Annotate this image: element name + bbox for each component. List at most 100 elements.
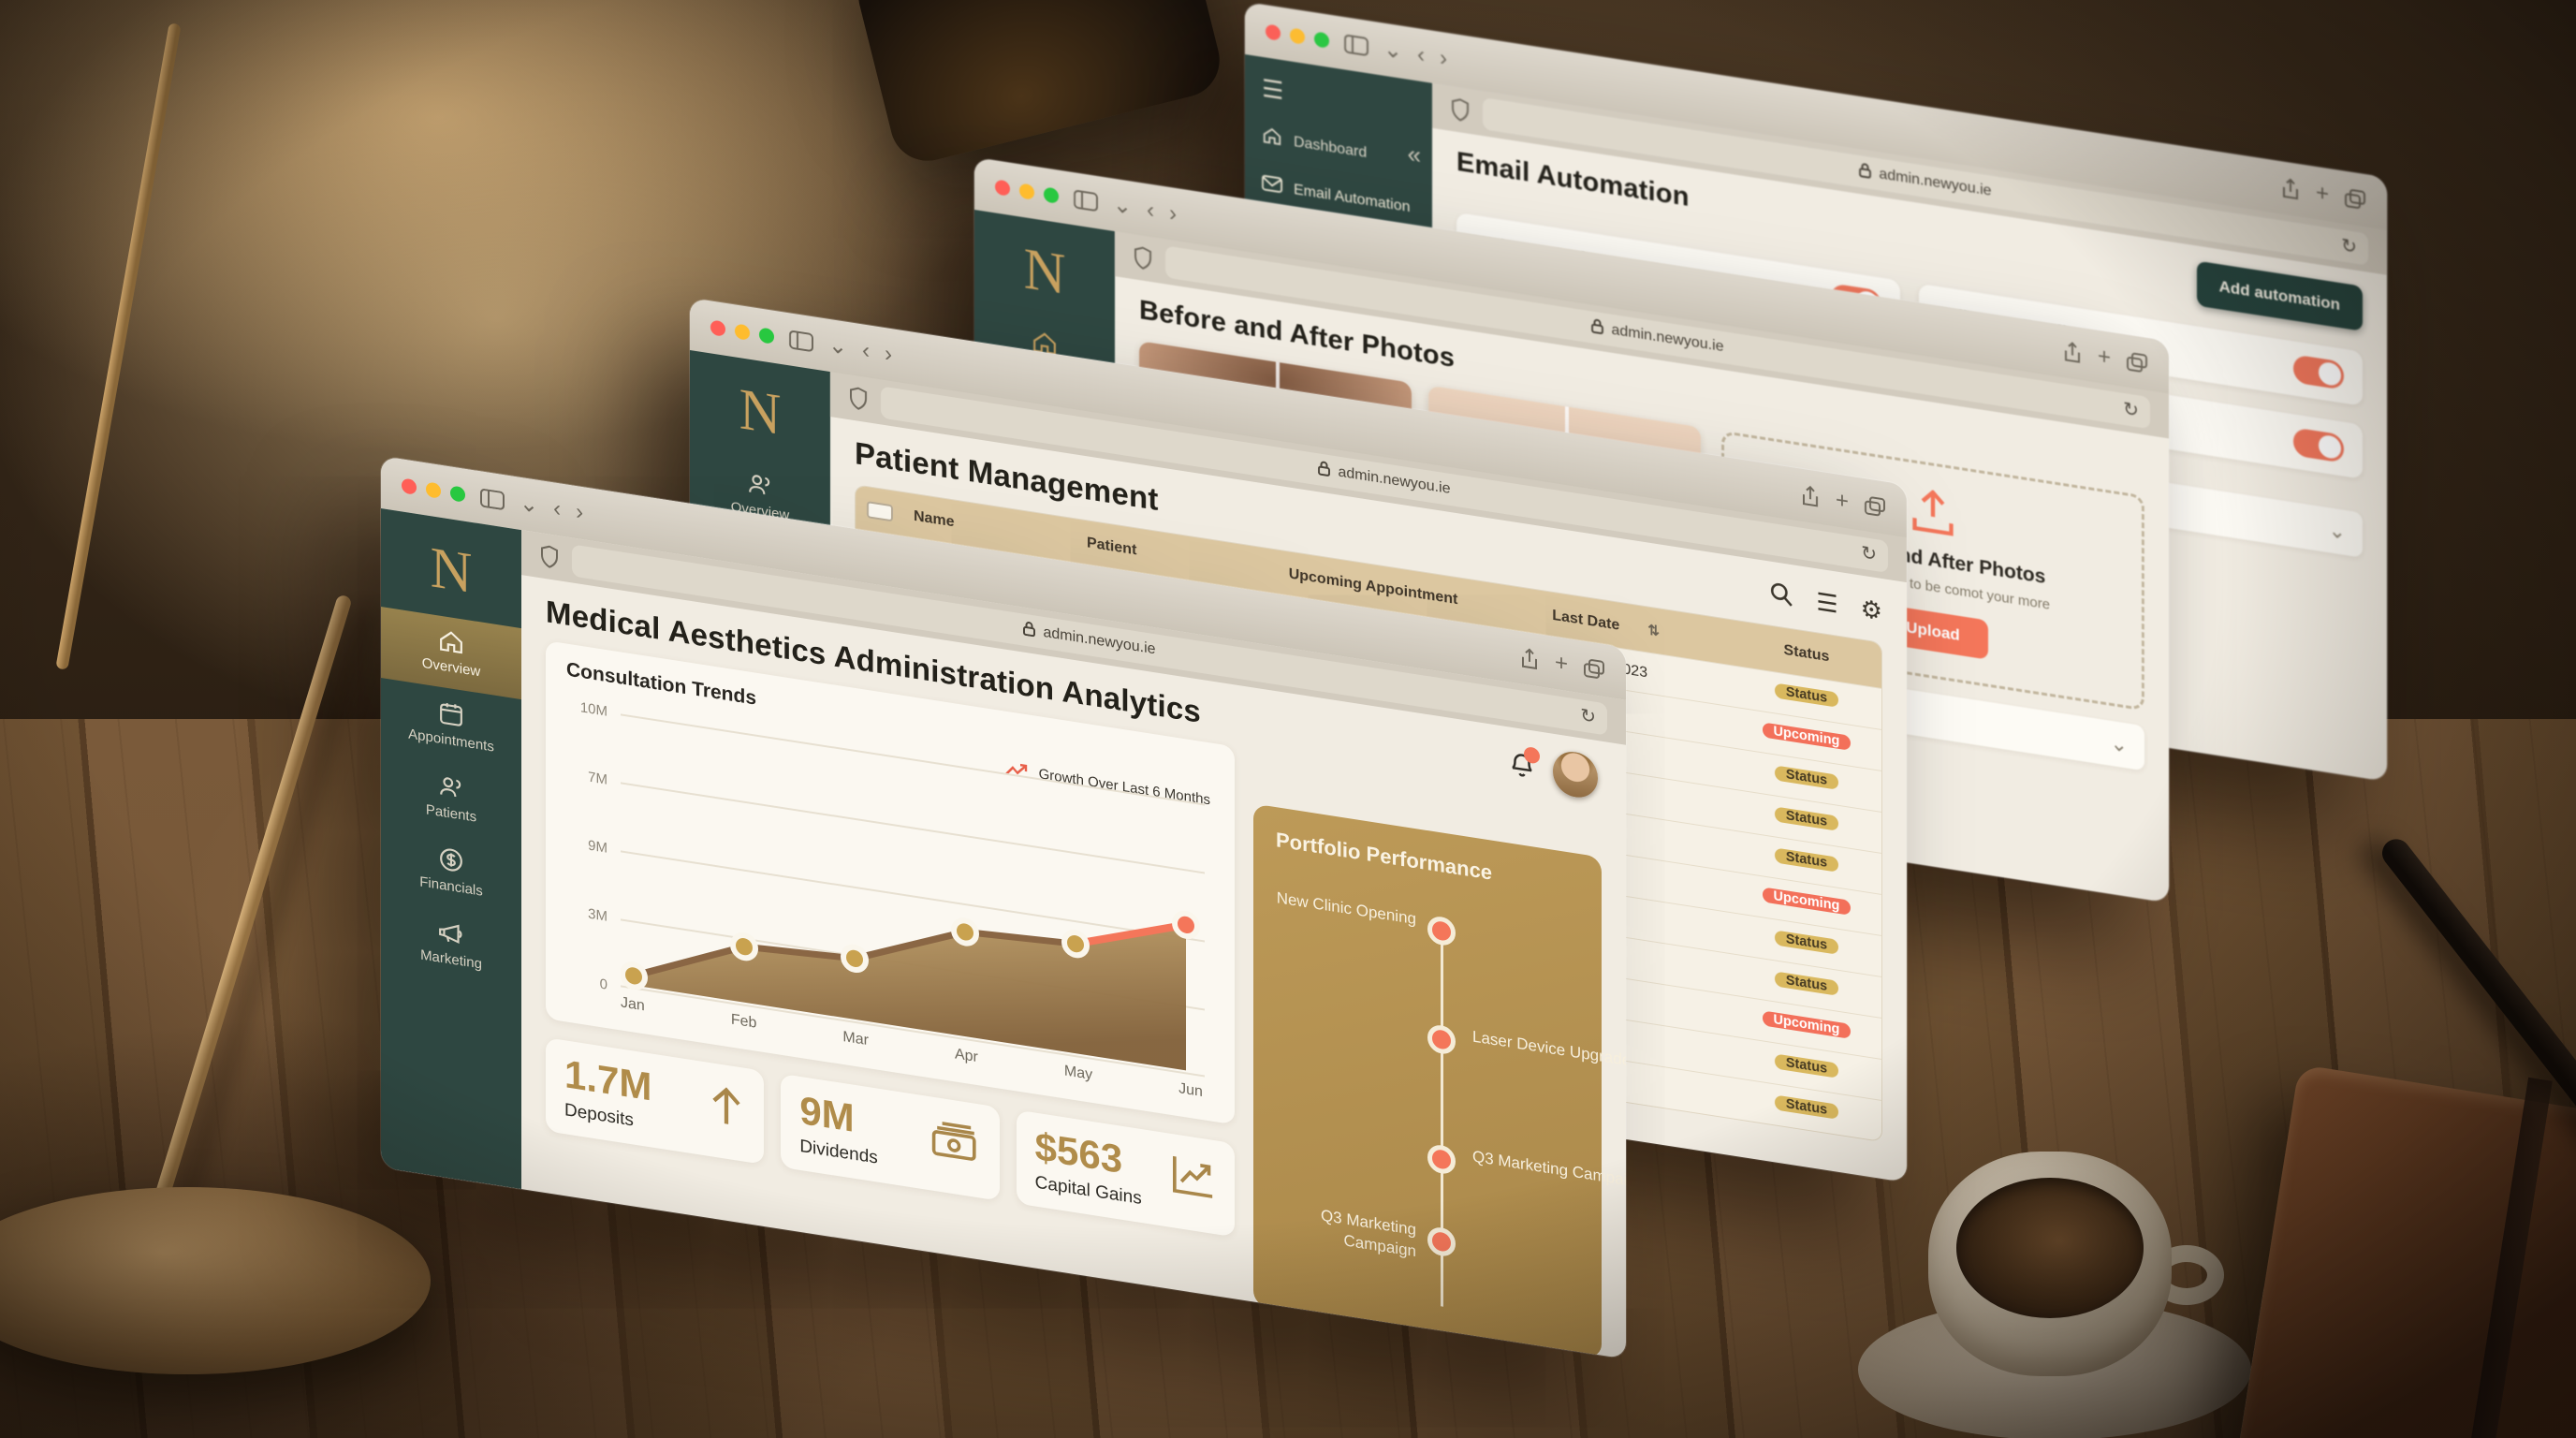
- sidebar-toggle-icon[interactable]: [1074, 189, 1098, 212]
- megaphone-icon: [438, 918, 464, 946]
- timeline: New Clinic Opening Laser Device Upgrade …: [1276, 869, 1626, 1328]
- back-icon[interactable]: ‹: [553, 495, 562, 522]
- new-tab-icon[interactable]: +: [2097, 343, 2111, 371]
- forward-icon[interactable]: ›: [885, 341, 893, 368]
- zoom-button[interactable]: [1314, 31, 1329, 49]
- y-tick: 0: [599, 976, 607, 993]
- trend-chart-icon: [1171, 1152, 1216, 1205]
- back-icon[interactable]: ‹: [1147, 197, 1155, 224]
- refresh-icon[interactable]: ↻: [1861, 542, 1877, 566]
- select-all-checkbox[interactable]: [867, 501, 893, 522]
- chevron-down-icon[interactable]: ⌄: [520, 490, 539, 519]
- traffic-lights: [1266, 23, 1329, 49]
- chevron-down-icon[interactable]: ⌄: [1383, 36, 1403, 65]
- traffic-lights: [995, 179, 1059, 204]
- chevron-down-icon: ⌄: [2328, 518, 2346, 545]
- upload-icon: [1909, 487, 1957, 544]
- minimize-button[interactable]: [1290, 27, 1305, 45]
- clinic-logo: N: [739, 377, 782, 448]
- portfolio-performance-panel: Portfolio Performance New Clinic Opening…: [1253, 803, 1626, 1359]
- minimize-button[interactable]: [735, 323, 750, 341]
- shield-icon[interactable]: [1451, 97, 1470, 123]
- lock-icon: [1023, 620, 1036, 641]
- gear-icon[interactable]: ⚙: [1860, 594, 1882, 626]
- tab-overview-icon[interactable]: [1864, 494, 1886, 519]
- sidebar-item-label: Financials: [419, 873, 483, 900]
- zoom-button[interactable]: [450, 485, 465, 503]
- status-badge: Status: [1774, 1094, 1839, 1120]
- clinic-logo: N: [430, 536, 473, 606]
- close-button[interactable]: [402, 477, 417, 495]
- zoom-button[interactable]: [1044, 186, 1059, 204]
- new-tab-icon[interactable]: +: [1554, 650, 1568, 678]
- timeline-event: Q3 Marketing Campaign: [1276, 1120, 1626, 1192]
- close-button[interactable]: [1266, 23, 1281, 41]
- new-tab-icon[interactable]: +: [1835, 487, 1849, 515]
- chevron-down-icon[interactable]: ⌄: [1113, 191, 1133, 220]
- shield-icon[interactable]: [1134, 245, 1152, 271]
- calendar-icon: [439, 700, 463, 728]
- toggle-on[interactable]: [2293, 427, 2344, 463]
- sidebar-item-label: Dashboard: [1294, 133, 1368, 161]
- shield-icon[interactable]: [540, 544, 559, 569]
- close-button[interactable]: [995, 179, 1010, 197]
- shield-icon[interactable]: [849, 386, 868, 411]
- sidebar-toggle-icon[interactable]: [480, 488, 505, 510]
- search-icon[interactable]: [1769, 580, 1793, 612]
- stat-value: 1.7M: [564, 1051, 652, 1109]
- sidebar-item-label: Overview: [421, 654, 481, 681]
- url-text: admin.newyou.ie: [1043, 624, 1156, 658]
- back-icon[interactable]: ‹: [1417, 41, 1426, 68]
- tab-overview-icon[interactable]: [2344, 187, 2366, 212]
- toggle-on[interactable]: [2293, 354, 2344, 390]
- collapse-sidebar-icon[interactable]: «: [1407, 139, 1421, 169]
- forward-icon[interactable]: ›: [1169, 200, 1178, 227]
- patients-icon: [747, 470, 773, 498]
- bell-icon[interactable]: [1508, 745, 1540, 785]
- timeline-dot: [1427, 1143, 1456, 1176]
- timeline-label: Q3 Marketing Campaign: [1472, 1147, 1626, 1192]
- tab-overview-icon[interactable]: [2126, 350, 2148, 374]
- back-icon[interactable]: ‹: [862, 337, 871, 364]
- new-tab-icon[interactable]: +: [2315, 180, 2329, 208]
- refresh-icon[interactable]: ↻: [2341, 235, 2357, 258]
- status-badge: Upcoming: [1762, 722, 1852, 751]
- stat-dividends: 9M Dividends: [781, 1073, 1000, 1201]
- sidebar-toggle-icon[interactable]: [789, 330, 813, 352]
- home-icon: [439, 629, 463, 655]
- status-badge: Status: [1774, 847, 1839, 873]
- status-badge: Upcoming: [1762, 1010, 1852, 1039]
- add-automation-button[interactable]: Add automation: [2196, 260, 2363, 331]
- timeline-dot: [1427, 1023, 1456, 1056]
- tab-overview-icon[interactable]: [1583, 657, 1605, 682]
- dollar-icon: [439, 846, 463, 874]
- list-icon[interactable]: ☰: [1816, 587, 1838, 619]
- sidebar-toggle-icon[interactable]: [1344, 34, 1368, 56]
- refresh-icon[interactable]: ↻: [2123, 398, 2139, 422]
- timeline-event: Laser Device Upgrade: [1276, 1000, 1626, 1070]
- chevron-down-icon: ⌄: [2110, 730, 2128, 757]
- stat-label: Dividends: [799, 1136, 878, 1168]
- timeline-label: New Clinic Opening: [1276, 888, 1416, 929]
- share-icon[interactable]: [2280, 176, 2301, 201]
- forward-icon[interactable]: ›: [576, 499, 584, 526]
- share-icon[interactable]: [2062, 340, 2083, 365]
- chevron-down-icon[interactable]: ⌄: [828, 331, 848, 360]
- refresh-icon[interactable]: ↻: [1580, 705, 1596, 728]
- share-icon[interactable]: [1800, 484, 1821, 509]
- share-icon[interactable]: [1519, 646, 1540, 671]
- left-column: Consultation Trends Growth Over Last 6 M…: [546, 640, 1235, 1302]
- timeline-dot: [1427, 915, 1456, 947]
- avatar[interactable]: [1553, 748, 1598, 801]
- minimize-button[interactable]: [426, 481, 441, 499]
- minimize-button[interactable]: [1019, 183, 1034, 200]
- clinic-logo: N: [1023, 237, 1066, 307]
- x-tick: Jun: [1178, 1080, 1203, 1101]
- sidebar-item-label: Marketing: [420, 946, 482, 973]
- zoom-button[interactable]: [759, 327, 774, 345]
- status-badge: Status: [1774, 765, 1839, 790]
- sidebar-item-label: Appointments: [408, 726, 494, 756]
- close-button[interactable]: [710, 319, 725, 337]
- lock-icon: [1859, 162, 1872, 183]
- forward-icon[interactable]: ›: [1440, 45, 1448, 72]
